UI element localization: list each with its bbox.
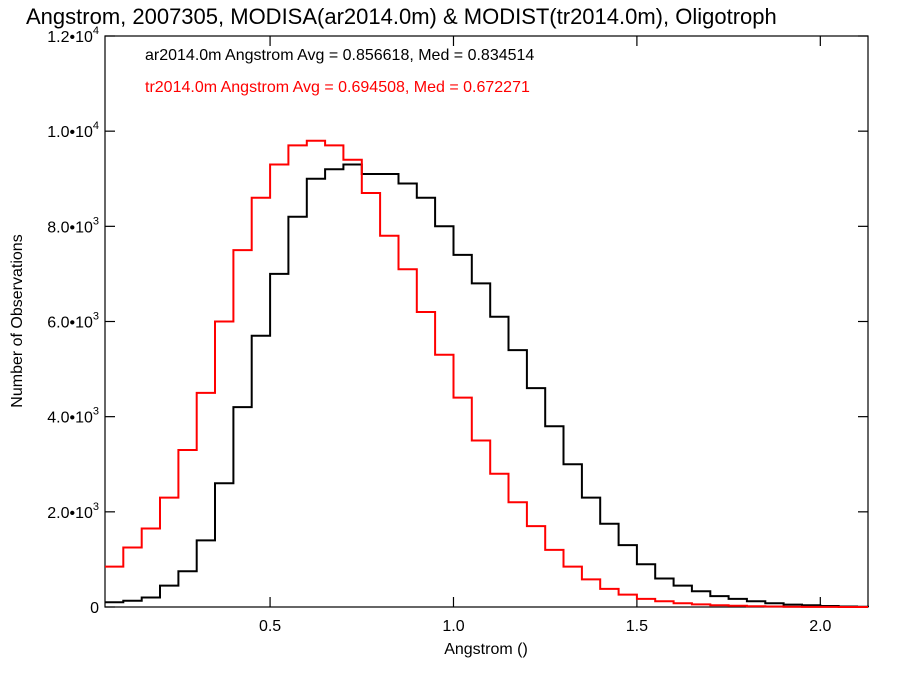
y-tick-exponent: 3 [93,406,99,418]
y-tick-label: 0 [90,600,99,617]
y-tick-label: 2.0•103 [47,501,99,522]
series-line-tr2014-0m [105,139,868,608]
y-tick-label: 6.0•103 [47,311,99,332]
y-tick-label: 4.0•103 [47,406,99,427]
x-axis: 0.5 1.0 1.5 2.0 [259,36,832,635]
x-tick-label: 1.0 [442,618,464,635]
x-axis-label: Angstrom () [444,641,528,658]
series-annotation-tr2014: tr2014.0m Angstrom Avg = 0.694508, Med =… [145,79,530,96]
series-line-ar2014-0m [105,163,869,608]
series-layer [105,139,869,608]
y-tick-label: 1.2•104 [47,25,99,46]
y-axis: 0 2.0•103 4.0•103 6.0•103 8.0•103 1.0•104 1.2•… [47,25,868,617]
y-tick-label: 8.0•103 [47,215,99,236]
y-tick-exponent: 4 [93,25,99,37]
y-tick-exponent: 3 [93,215,99,227]
chart-title: Angstrom, 2007305, MODISA(ar2014.0m) & M… [26,4,777,29]
x-tick-label: 0.5 [259,618,281,635]
x-tick-label: 2.0 [809,618,831,635]
y-axis-label: Number of Observations [9,234,26,407]
y-tick-label: 1.0•104 [47,120,99,141]
y-tick-exponent: 3 [93,311,99,323]
y-tick-exponent: 3 [93,501,99,513]
x-tick-label: 1.5 [626,618,648,635]
y-tick-exponent: 4 [93,120,99,132]
series-annotation-ar2014: ar2014.0m Angstrom Avg = 0.856618, Med =… [145,47,534,64]
